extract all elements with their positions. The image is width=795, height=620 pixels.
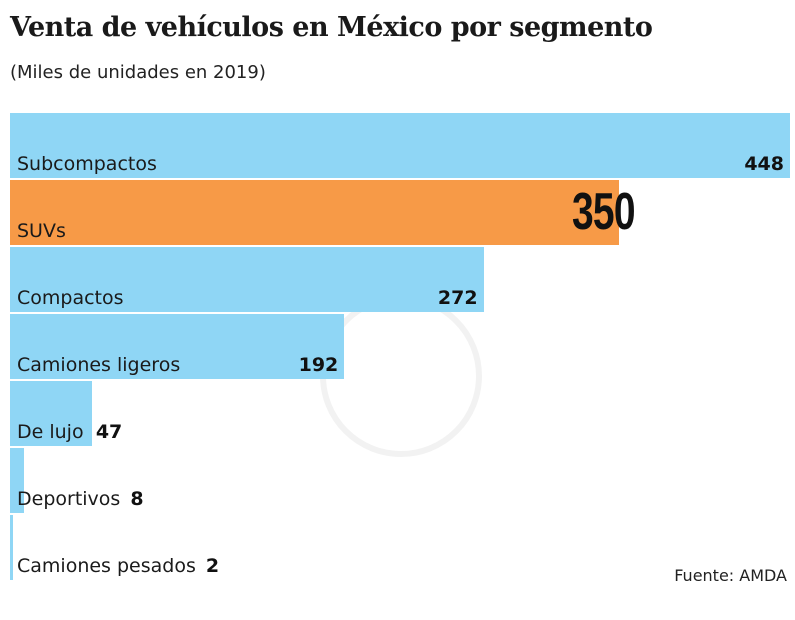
bar-3 — [10, 314, 345, 379]
bar-4 — [10, 381, 92, 446]
category-label: SUVs — [17, 220, 66, 242]
bar-6 — [10, 515, 14, 580]
value-label: 8 — [130, 488, 144, 510]
category-label: Camiones ligeros — [17, 354, 181, 376]
chart-title: Venta de vehículos en México por segment… — [10, 12, 653, 43]
value-label: 350 — [571, 183, 635, 241]
value-label: 192 — [298, 354, 339, 376]
category-label: Subcompactos — [17, 153, 157, 175]
value-label: 448 — [744, 153, 784, 175]
bar-2 — [10, 247, 484, 312]
bar-5 — [10, 448, 24, 513]
value-label: 2 — [205, 555, 220, 577]
category-label: Deportivos — [17, 488, 121, 510]
category-label: Camiones pesados — [17, 555, 196, 577]
bar-1 — [10, 180, 620, 245]
chart-subtitle: (Miles de unidades en 2019) — [10, 62, 266, 83]
watermark-logo — [320, 295, 482, 457]
source-note: Fuente: AMDA — [674, 566, 787, 585]
bar-0 — [10, 113, 790, 178]
value-label: 272 — [437, 287, 478, 309]
value-label: 47 — [95, 421, 123, 443]
category-label: Compactos — [17, 287, 124, 309]
category-label: De lujo — [17, 421, 84, 443]
